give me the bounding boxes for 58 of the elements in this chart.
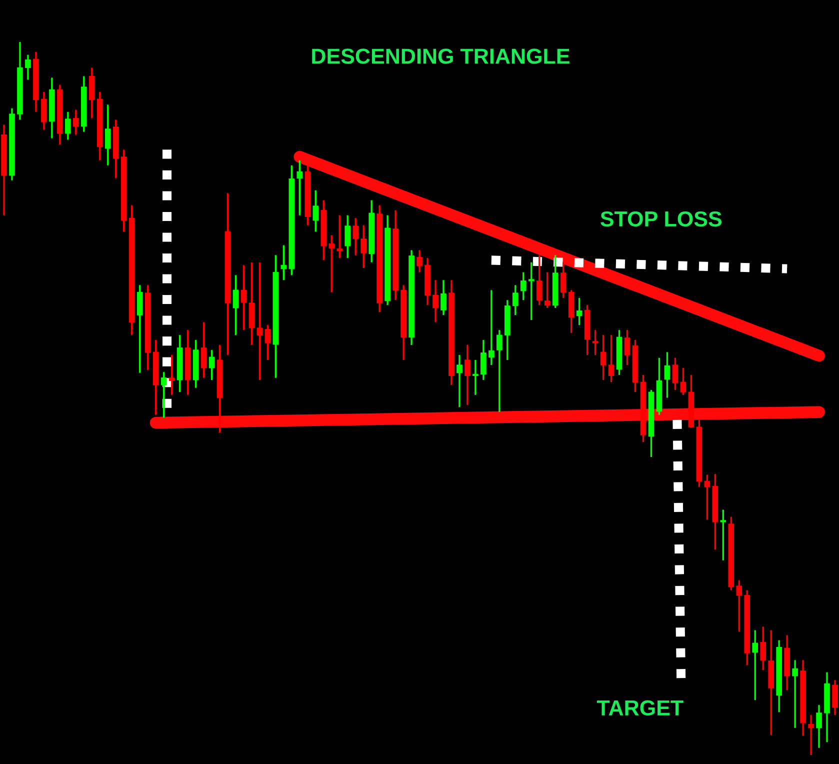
candlestick [136, 284, 143, 374]
candlestick [608, 334, 614, 383]
chart-title: DESCENDING TRIANGLE [312, 48, 570, 64]
candlestick [232, 274, 239, 336]
candlestick [416, 249, 422, 274]
candlestick [760, 626, 766, 671]
candlestick [664, 351, 670, 399]
candlestick [360, 224, 366, 269]
candlestick [480, 339, 486, 381]
candlestick [512, 284, 518, 316]
candlestick [808, 714, 814, 756]
candlestick [456, 354, 462, 408]
candlestick [352, 217, 358, 256]
candlestick [440, 279, 446, 316]
candlestick [264, 324, 271, 361]
candlestick [592, 329, 598, 356]
annotation: TARGET [596, 700, 684, 716]
candlestick [240, 264, 247, 331]
candlestick [312, 189, 319, 232]
candlestick [464, 344, 470, 406]
candlestick [560, 261, 566, 299]
candlestick [752, 629, 758, 701]
candlestick [296, 160, 303, 216]
candlestick [600, 334, 606, 381]
candlestick [680, 367, 686, 396]
candlestick [160, 371, 167, 419]
candlestick [344, 214, 350, 259]
candlestick [528, 261, 534, 321]
candlestick [336, 214, 342, 259]
candlestick [536, 254, 542, 306]
candlestick [88, 66, 95, 120]
candlestick [73, 108, 79, 136]
candlestick [200, 321, 207, 379]
annotation: STOP LOSS [600, 211, 722, 227]
candlestick [736, 579, 742, 632]
candlestick [65, 111, 71, 141]
candlestick [280, 244, 287, 281]
candlestick [104, 104, 111, 166]
candlestick [41, 91, 47, 131]
candlestick [672, 357, 678, 391]
candlestick [576, 297, 582, 326]
candlestick [624, 329, 630, 366]
candlestick [792, 659, 798, 729]
candlestick [432, 279, 438, 324]
candlestick [256, 261, 263, 381]
candlestick [520, 271, 526, 301]
candlestick [704, 474, 710, 521]
candlestick [328, 234, 335, 294]
candlestick [208, 349, 215, 381]
candlestick [168, 354, 175, 396]
candlestick [720, 508, 726, 562]
candlestick [488, 289, 494, 366]
candlestick [25, 54, 31, 81]
candlestick [472, 359, 478, 396]
candlestick [544, 271, 550, 309]
candlestick [496, 329, 502, 413]
candlestick [816, 704, 822, 749]
candlestick [832, 679, 838, 716]
